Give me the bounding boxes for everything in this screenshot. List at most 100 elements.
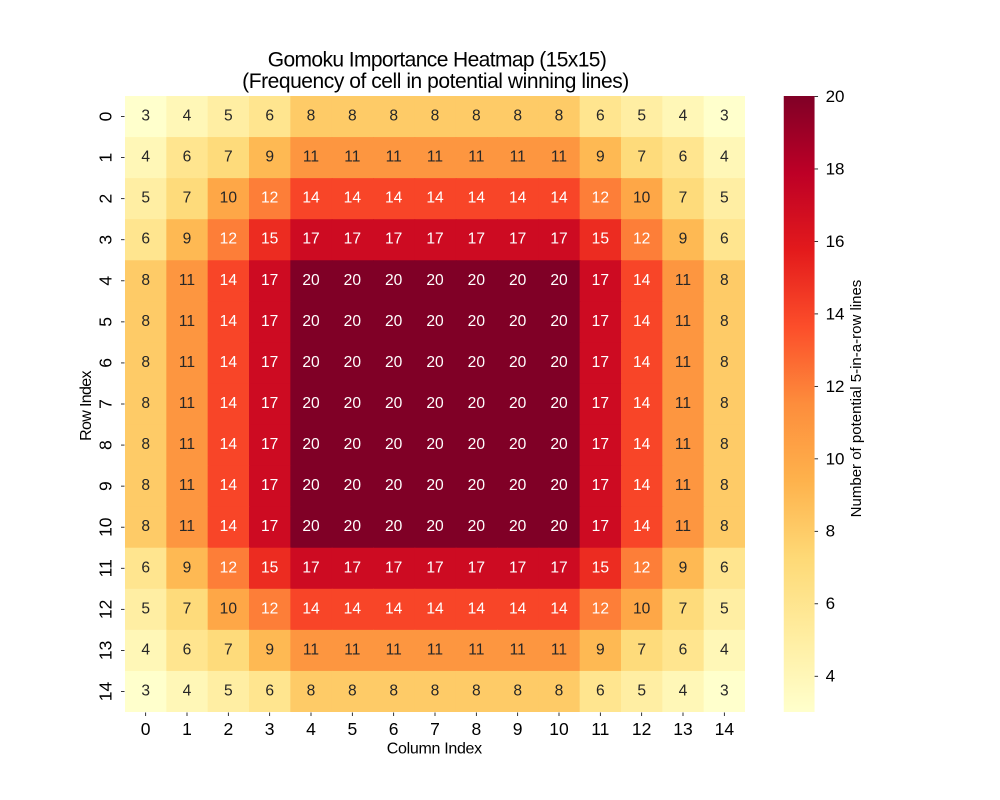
svg-text:20: 20 xyxy=(550,477,568,494)
svg-text:14: 14 xyxy=(220,272,238,289)
svg-text:8: 8 xyxy=(96,440,116,450)
svg-text:8: 8 xyxy=(472,108,481,125)
svg-text:12: 12 xyxy=(632,719,651,739)
svg-text:8: 8 xyxy=(471,719,481,739)
svg-text:20: 20 xyxy=(426,354,444,371)
svg-text:8: 8 xyxy=(348,108,357,125)
svg-text:20: 20 xyxy=(826,87,845,106)
svg-text:6: 6 xyxy=(183,149,192,166)
svg-text:20: 20 xyxy=(344,518,362,535)
svg-text:Gomoku Importance Heatmap (15x: Gomoku Importance Heatmap (15x15) xyxy=(268,48,607,71)
svg-text:14: 14 xyxy=(220,518,238,535)
svg-text:10: 10 xyxy=(220,190,238,207)
svg-text:8: 8 xyxy=(720,518,729,535)
svg-text:17: 17 xyxy=(261,272,278,289)
svg-text:7: 7 xyxy=(637,149,646,166)
svg-text:12: 12 xyxy=(261,600,278,617)
svg-text:20: 20 xyxy=(426,436,444,453)
svg-text:20: 20 xyxy=(344,436,362,453)
svg-text:14: 14 xyxy=(550,190,568,207)
svg-text:20: 20 xyxy=(385,518,403,535)
svg-text:20: 20 xyxy=(344,477,362,494)
svg-text:6: 6 xyxy=(720,559,729,576)
svg-text:6: 6 xyxy=(141,231,150,248)
svg-text:20: 20 xyxy=(509,354,527,371)
svg-text:5: 5 xyxy=(96,317,116,327)
svg-text:Column Index: Column Index xyxy=(387,741,482,758)
svg-text:20: 20 xyxy=(426,518,444,535)
svg-text:20: 20 xyxy=(385,313,403,330)
svg-text:11: 11 xyxy=(468,641,484,658)
svg-text:2: 2 xyxy=(223,719,233,739)
svg-text:14: 14 xyxy=(344,600,362,617)
svg-text:20: 20 xyxy=(385,477,403,494)
svg-text:7: 7 xyxy=(224,149,233,166)
svg-text:4: 4 xyxy=(720,641,729,658)
svg-text:12: 12 xyxy=(96,600,116,619)
svg-text:15: 15 xyxy=(592,231,610,248)
svg-text:8: 8 xyxy=(141,477,150,494)
svg-text:17: 17 xyxy=(261,354,278,371)
svg-text:5: 5 xyxy=(347,719,357,739)
svg-text:11: 11 xyxy=(179,272,195,289)
svg-text:8: 8 xyxy=(720,436,729,453)
svg-text:8: 8 xyxy=(141,313,150,330)
svg-text:17: 17 xyxy=(385,231,402,248)
svg-text:17: 17 xyxy=(592,518,609,535)
svg-text:5: 5 xyxy=(637,682,646,699)
svg-text:3: 3 xyxy=(265,719,275,739)
svg-text:14: 14 xyxy=(96,681,116,701)
svg-text:8: 8 xyxy=(720,477,729,494)
svg-text:0: 0 xyxy=(141,719,151,739)
svg-text:3: 3 xyxy=(720,682,729,699)
svg-text:11: 11 xyxy=(675,477,691,494)
svg-text:17: 17 xyxy=(261,518,278,535)
svg-text:20: 20 xyxy=(344,354,362,371)
svg-text:11: 11 xyxy=(591,719,609,739)
svg-text:12: 12 xyxy=(633,559,650,576)
svg-text:6: 6 xyxy=(96,358,116,368)
svg-text:11: 11 xyxy=(551,149,567,166)
svg-text:11: 11 xyxy=(427,149,443,166)
svg-text:11: 11 xyxy=(179,313,195,330)
svg-text:9: 9 xyxy=(679,559,688,576)
svg-text:17: 17 xyxy=(261,436,278,453)
svg-text:12: 12 xyxy=(592,600,609,617)
svg-text:17: 17 xyxy=(261,395,278,412)
svg-text:15: 15 xyxy=(261,231,279,248)
svg-text:5: 5 xyxy=(141,190,150,207)
svg-text:20: 20 xyxy=(426,395,444,412)
svg-text:8: 8 xyxy=(431,682,440,699)
svg-text:11: 11 xyxy=(675,395,691,412)
svg-text:11: 11 xyxy=(344,149,360,166)
svg-text:9: 9 xyxy=(265,149,274,166)
svg-text:5: 5 xyxy=(224,108,233,125)
svg-text:8: 8 xyxy=(389,108,398,125)
svg-text:17: 17 xyxy=(468,559,485,576)
svg-text:20: 20 xyxy=(550,395,568,412)
svg-text:8: 8 xyxy=(141,272,150,289)
svg-text:20: 20 xyxy=(468,313,486,330)
svg-text:11: 11 xyxy=(510,641,526,658)
svg-text:6: 6 xyxy=(720,231,729,248)
svg-text:11: 11 xyxy=(675,313,691,330)
svg-text:20: 20 xyxy=(468,518,486,535)
svg-text:7: 7 xyxy=(183,600,192,617)
svg-text:14: 14 xyxy=(509,600,527,617)
svg-text:20: 20 xyxy=(550,518,568,535)
svg-text:0: 0 xyxy=(96,111,116,121)
svg-text:14: 14 xyxy=(220,354,238,371)
svg-text:11: 11 xyxy=(303,641,319,658)
svg-text:12: 12 xyxy=(826,377,845,396)
svg-text:5: 5 xyxy=(720,190,729,207)
svg-text:14: 14 xyxy=(302,190,320,207)
svg-text:20: 20 xyxy=(509,313,527,330)
svg-text:11: 11 xyxy=(675,518,691,535)
svg-text:11: 11 xyxy=(96,559,116,577)
svg-text:5: 5 xyxy=(141,600,150,617)
svg-text:6: 6 xyxy=(265,108,274,125)
svg-text:20: 20 xyxy=(344,272,362,289)
svg-text:17: 17 xyxy=(302,559,319,576)
svg-text:4: 4 xyxy=(679,682,688,699)
svg-text:17: 17 xyxy=(550,559,567,576)
